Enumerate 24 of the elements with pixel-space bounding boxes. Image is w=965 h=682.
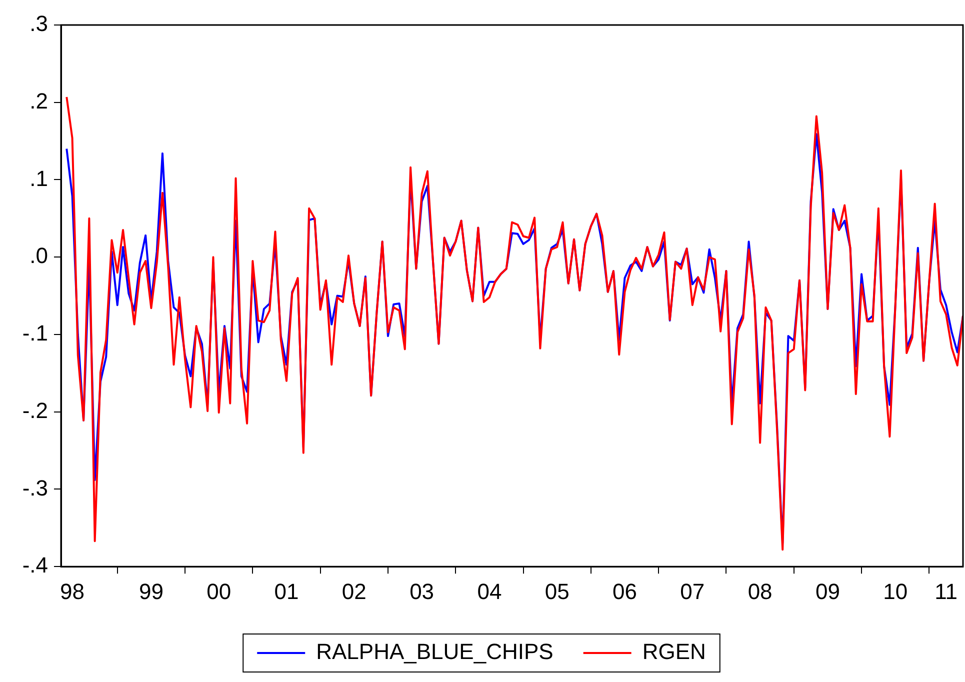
x-tick-label: 01 (274, 578, 299, 604)
x-tick-label: 05 (544, 578, 570, 604)
y-tick-label: .1 (30, 166, 48, 191)
x-tick-label: 06 (612, 578, 637, 604)
y-tick-label: -.3 (22, 475, 48, 500)
x-tick-label: 10 (883, 578, 908, 604)
y-tick-label: .3 (30, 11, 48, 36)
x-tick-label: 07 (680, 578, 705, 604)
x-tick-label: 98 (60, 578, 85, 604)
legend-label: RALPHA_BLUE_CHIPS (316, 639, 554, 664)
y-tick-label: .2 (30, 88, 48, 114)
y-tick-label: .0 (30, 243, 48, 268)
x-tick-label: 09 (815, 578, 840, 604)
x-tick-label: 11 (934, 578, 958, 604)
y-tick-label: -.1 (22, 320, 48, 346)
x-tick-label: 04 (477, 578, 502, 604)
x-tick-label: 00 (206, 578, 232, 604)
x-tick-label: 99 (138, 578, 164, 604)
x-tick-label: 02 (342, 578, 366, 604)
x-tick-label: 08 (748, 578, 772, 604)
y-tick-label: -.4 (22, 552, 48, 578)
legend-label: RGEN (642, 639, 706, 664)
y-tick-label: -.2 (22, 398, 48, 423)
x-tick-label: 03 (410, 578, 434, 604)
